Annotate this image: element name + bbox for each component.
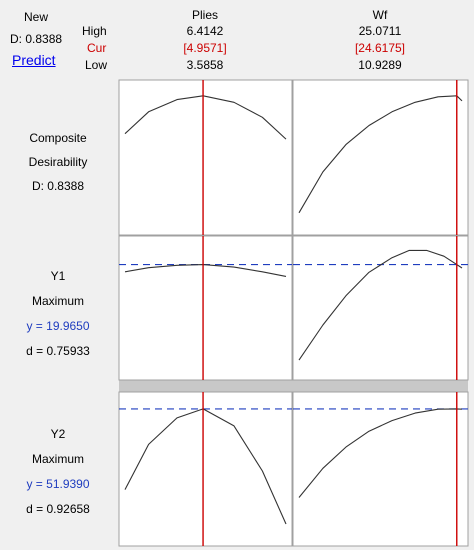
predict-link[interactable]: Predict [12, 52, 56, 68]
row-title-y1: Y1 [50, 269, 66, 283]
row-subtitle-composite: Desirability [28, 155, 88, 169]
factor-cur-wf[interactable]: [24.6175] [354, 41, 406, 55]
row-goal-y2: Maximum [31, 452, 84, 466]
plot-panel-2-2 [292, 235, 469, 381]
row-value-y2: y = 51.9390 [26, 477, 90, 491]
plot-panel-1-1 [118, 79, 293, 236]
row-label-y1: Y1 Maximum y = 19.9650 d = 0.75933 [4, 264, 112, 364]
composite-d-label: D: 0.8388 [10, 32, 63, 46]
row-d-y2: d = 0.92658 [26, 502, 90, 516]
curve-y1-wf [298, 249, 463, 361]
row-goal-y1: Maximum [31, 294, 84, 308]
new-label: New [24, 10, 49, 24]
row-label-y2: Y2 Maximum y = 51.9390 d = 0.92658 [4, 422, 112, 522]
cur-row-label: Cur [87, 41, 107, 55]
row-label-composite: Composite Desirability D: 0.8388 [4, 126, 112, 198]
row-value-composite: D: 0.8388 [31, 179, 85, 193]
factor-high-plies: 6.4142 [186, 24, 224, 38]
row-title-composite: Composite [29, 131, 87, 145]
row-d-y1: d = 0.75933 [26, 344, 90, 358]
row-separator [119, 380, 468, 392]
factor-low-wf: 10.9289 [358, 58, 402, 72]
factor-name-wf: Wf [372, 8, 388, 22]
factor-cur-plies[interactable]: [4.9571] [183, 41, 227, 55]
plot-panel-2-1 [118, 235, 293, 381]
factor-high-wf: 25.0711 [358, 24, 402, 38]
plot-panel-3-1 [118, 391, 293, 547]
curve-y2-wf [298, 408, 463, 498]
plot-panel-3-2 [292, 391, 469, 547]
factor-low-plies: 3.5858 [186, 58, 224, 72]
plot-panel-1-2 [292, 79, 469, 236]
low-row-label: Low [85, 58, 108, 72]
row-value-y1: y = 19.9650 [26, 319, 90, 333]
factor-name-plies: Plies [191, 8, 218, 22]
row-title-y2: Y2 [50, 427, 66, 441]
curve-composite-desirability-wf [298, 95, 463, 214]
high-row-label: High [82, 24, 107, 38]
